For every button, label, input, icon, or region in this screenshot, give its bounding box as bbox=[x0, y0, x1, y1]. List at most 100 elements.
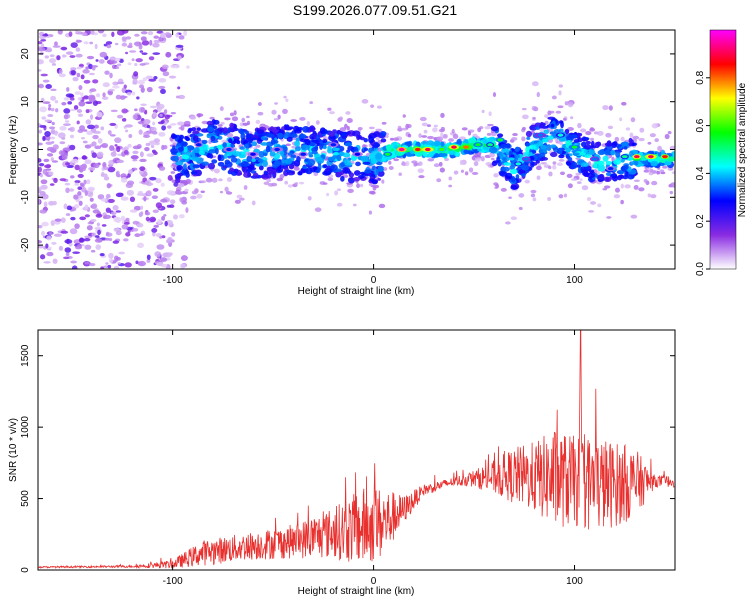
spectrogram-core bbox=[463, 145, 469, 149]
spectrogram-cell bbox=[543, 148, 548, 154]
spectrogram-cell bbox=[311, 147, 318, 153]
spectrogram-cell bbox=[177, 183, 185, 188]
spectrogram-cell bbox=[377, 177, 381, 181]
spectrogram-cell bbox=[474, 157, 481, 162]
spectrogram-cell bbox=[473, 161, 479, 167]
spectrogram-cell bbox=[138, 129, 143, 135]
spectrogram-cell bbox=[611, 141, 617, 149]
spectrogram-cell bbox=[170, 123, 177, 126]
spectrogram-core bbox=[226, 147, 232, 152]
spectrogram-cell bbox=[101, 224, 107, 227]
spectrogram-cell bbox=[52, 200, 57, 206]
spectrogram-cell bbox=[89, 114, 94, 120]
spectrogram-cell bbox=[672, 153, 675, 157]
spectrogram-cell bbox=[436, 136, 444, 141]
spectrogram-cell bbox=[530, 189, 537, 194]
spectrogram-cell bbox=[508, 157, 515, 161]
spectrogram-cell bbox=[336, 171, 342, 178]
spectrogram-cell bbox=[161, 235, 166, 239]
spectrogram-cell bbox=[152, 52, 161, 55]
spectrogram-cell bbox=[550, 123, 555, 128]
spectrogram-cell bbox=[63, 97, 70, 101]
spectrogram-cell bbox=[74, 91, 82, 95]
spectrogram-cell bbox=[70, 67, 77, 71]
spectrogram-cell bbox=[40, 97, 45, 103]
spectrogram-cell bbox=[614, 187, 620, 193]
spectrogram-cell bbox=[115, 256, 121, 261]
spectrogram-cell bbox=[113, 216, 119, 223]
spectrogram-cell bbox=[180, 124, 185, 128]
spectrogram-ytick-label: 10 bbox=[20, 96, 31, 108]
spectrogram-cell bbox=[573, 139, 580, 143]
spectrogram-cell bbox=[103, 214, 112, 220]
spectrogram-cell bbox=[171, 232, 176, 237]
spectrogram-cell bbox=[170, 171, 176, 174]
spectrogram-cell bbox=[64, 182, 71, 186]
spectrogram-cell bbox=[84, 261, 90, 265]
spectrogram-cell bbox=[536, 175, 541, 180]
spectrogram-cell bbox=[125, 232, 131, 237]
spectrogram-cell bbox=[177, 55, 182, 60]
spectrogram-cell bbox=[106, 44, 112, 49]
spectrogram-cell bbox=[207, 126, 215, 133]
spectrogram-cell bbox=[423, 129, 428, 134]
spectrogram-cell bbox=[70, 42, 78, 48]
spectrogram-cell bbox=[284, 124, 290, 131]
spectrogram-cell bbox=[603, 185, 611, 189]
spectrogram-cell bbox=[344, 123, 348, 129]
spectrogram-cell bbox=[277, 132, 284, 139]
spectrogram-cell bbox=[161, 215, 166, 221]
spectrogram-cell bbox=[456, 138, 462, 146]
spectrogram-cell bbox=[38, 142, 43, 146]
spectrogram-cell bbox=[467, 131, 472, 136]
spectrogram-cell bbox=[208, 149, 217, 154]
spectrogram-cell bbox=[251, 137, 257, 141]
spectrogram-core bbox=[662, 155, 668, 159]
spectrogram-cell bbox=[115, 171, 120, 178]
spectrogram-cell bbox=[207, 132, 215, 137]
spectrogram-cell bbox=[659, 159, 666, 164]
spectrogram-cell bbox=[91, 203, 98, 209]
spectrogram-cell bbox=[144, 180, 150, 185]
spectrogram-cell bbox=[177, 146, 184, 152]
spectrogram-cell bbox=[307, 158, 316, 166]
spectrogram-cell bbox=[158, 131, 166, 137]
spectrogram-cell bbox=[357, 134, 362, 140]
spectrogram-cell bbox=[52, 144, 59, 150]
spectrogram-cell bbox=[114, 57, 121, 62]
spectrogram-cell bbox=[90, 218, 97, 223]
spectrogram-cell bbox=[101, 96, 109, 100]
spectrogram-cell bbox=[40, 73, 48, 77]
colorbar-tick-label: 0.8 bbox=[695, 70, 706, 84]
spectrogram-cell bbox=[271, 182, 278, 187]
spectrogram-cell bbox=[508, 196, 512, 199]
spectrogram-cell bbox=[88, 72, 95, 76]
spectrogram-cell bbox=[70, 69, 76, 76]
spectrogram-cell bbox=[79, 237, 85, 243]
spectrogram-ytick-label: 20 bbox=[20, 48, 31, 60]
spectrogram-cell bbox=[76, 109, 83, 113]
spectrogram-cell bbox=[495, 184, 500, 189]
spectrogram-cell bbox=[42, 101, 51, 105]
spectrogram-cell bbox=[196, 193, 203, 199]
spectrogram-cell bbox=[294, 129, 302, 134]
spectrogram-cell bbox=[525, 146, 530, 153]
spectrogram-cell bbox=[79, 125, 86, 131]
spectrogram-cell bbox=[123, 238, 129, 242]
spectrogram-cell bbox=[198, 151, 206, 156]
spectrogram-cell bbox=[388, 160, 392, 165]
spectrogram-cell bbox=[439, 167, 445, 173]
spectrogram-cell bbox=[132, 114, 138, 120]
spectrogram-cell bbox=[120, 176, 128, 183]
spectrogram-cell bbox=[141, 52, 148, 55]
spectrogram-cell bbox=[281, 159, 289, 164]
spectrogram-cell bbox=[84, 244, 92, 250]
spectrogram-cell bbox=[433, 163, 440, 168]
spectrogram-cell bbox=[63, 203, 68, 210]
spectrogram-cell bbox=[38, 244, 44, 249]
spectrogram-cell bbox=[75, 30, 79, 33]
spectrogram-cell bbox=[597, 149, 606, 156]
spectrogram-cell bbox=[45, 243, 49, 249]
spectrogram-cell bbox=[224, 117, 231, 121]
